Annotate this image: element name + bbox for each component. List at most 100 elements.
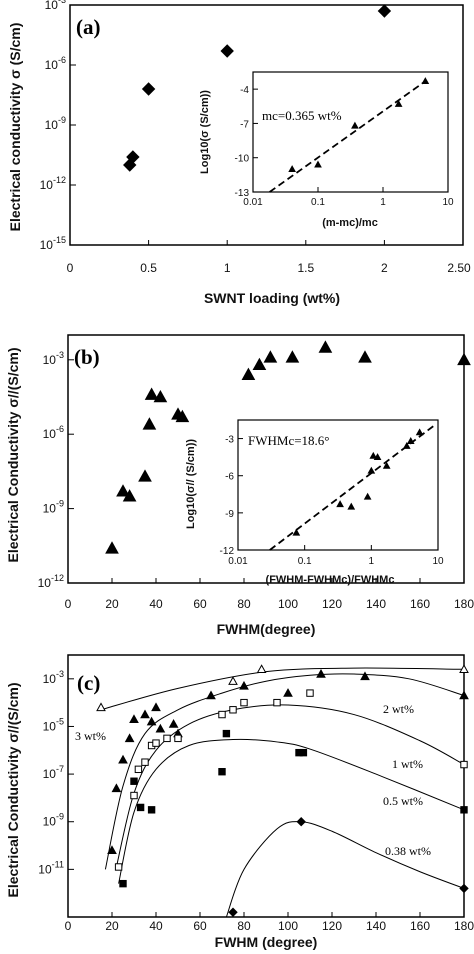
bi-data-point (402, 441, 411, 449)
panel-b-label: (b) (74, 345, 100, 369)
c-data-point (206, 690, 216, 700)
b-data-point (144, 387, 159, 400)
panel-b-inset-frame (237, 419, 439, 551)
c-data-point (163, 734, 171, 743)
bi-ytick-label: -12 (220, 546, 235, 557)
panel-c-frame (67, 654, 465, 918)
bi-data-point (406, 437, 415, 444)
a-xtick-label: 1 (224, 261, 231, 275)
c-fit-curve (225, 821, 465, 918)
b-xtick-label: 60 (193, 597, 207, 611)
a-xtick-label: 1.5 (297, 261, 314, 275)
c-ytick-label: 10-5 (43, 716, 64, 733)
bi-xtick-label: 10 (432, 556, 444, 567)
c-data-point (256, 664, 267, 673)
c-data-point (107, 845, 117, 855)
b-data-point (358, 350, 372, 363)
c-data-point (296, 817, 306, 827)
bi-data-point (292, 528, 301, 536)
a-ytick-label: 10-15 (40, 235, 66, 252)
panel-a-inset-fit-line (269, 80, 426, 193)
b-data-point (138, 469, 152, 482)
c-data-point (111, 783, 122, 793)
c-fit-curve (118, 738, 465, 884)
panel-a-inset: mc=0.365 wt% 0.01 0.1 1 10 -4 -7 -10 -13 (m-mc)… (199, 71, 454, 229)
bi-data-point (382, 461, 391, 469)
b-xtick-label: 80 (237, 597, 251, 611)
b-xtick-label: 100 (278, 597, 298, 611)
c-data-point (141, 758, 149, 766)
c-data-point (168, 719, 179, 728)
b-data-point (153, 389, 168, 403)
panel-b-inset: FWHMc=18.6° 0.01 0.1 1 10 -3 -6 -9 -12 (FWHM-FW… (185, 419, 444, 586)
a-ytick-label: 10-6 (45, 55, 66, 72)
c-data-point (151, 702, 161, 712)
ai-ytick-label: -10 (235, 154, 250, 165)
c-data-point (147, 806, 156, 814)
b-xtick-label: 40 (149, 597, 163, 611)
panel-c: (c) 10-11 10-9 10-7 10-5 10-3 0 20 40 60 80 100 12… (5, 654, 474, 950)
c-xtick-label: 140 (366, 919, 386, 933)
c-data-point (228, 907, 238, 917)
ai-data-point (394, 99, 403, 107)
c-ytick-label: 10-7 (43, 764, 64, 781)
ai-data-point (421, 77, 430, 85)
c-data-point (229, 706, 237, 714)
series-label-2wt: 2 wt% (383, 702, 414, 716)
c-data-point (273, 698, 281, 707)
c-fit-curve (115, 704, 465, 868)
bi-data-point (363, 492, 372, 500)
b-ytick-label: 10-12 (38, 573, 64, 590)
panel-c-ylabel: Electrical Conductivity σ//(S/cm) (5, 683, 21, 898)
a-data-point (377, 4, 392, 18)
c-ytick-label: 10-11 (38, 859, 64, 876)
panel-c-xlabel: FWHM (degree) (215, 934, 318, 950)
a-ytick-label: 10-12 (40, 175, 66, 192)
c-data-point (124, 733, 135, 743)
series-label-038wt: 0.38 wt% (385, 844, 431, 858)
a-xtick-label: 2 (381, 261, 388, 275)
panel-a-inset-xlabel: (m-mc)/mc (322, 217, 378, 229)
ai-ytick-label: -13 (235, 188, 250, 199)
a-ytick-label: 10-9 (45, 115, 66, 132)
ai-data-point (288, 165, 296, 173)
ai-data-point (351, 121, 359, 129)
c-data-point (129, 714, 139, 724)
c-data-point (118, 754, 128, 764)
ai-data-point (314, 160, 322, 168)
panel-a-inset-annotation: mc=0.365 wt% (262, 108, 342, 123)
c-data-point (152, 739, 160, 747)
bi-data-point (347, 502, 356, 510)
bi-ytick-label: -9 (225, 509, 234, 520)
panel-a-inset-frame (252, 71, 449, 193)
c-data-point (146, 716, 157, 726)
bi-data-point (415, 428, 424, 436)
ai-xtick-label: 10 (442, 197, 454, 208)
c-data-point (155, 723, 166, 733)
c-xtick-label: 20 (105, 919, 119, 933)
c-xtick-label: 160 (410, 919, 430, 933)
c-data-point (316, 669, 326, 678)
c-data-point (459, 664, 469, 673)
panel-a-label: (a) (76, 15, 101, 39)
panel-b-inset-ylabel: Log10(σ// (S/cm)) (185, 439, 197, 529)
b-data-point (285, 350, 300, 363)
b-xtick-label: 140 (366, 597, 386, 611)
c-data-point (360, 671, 370, 681)
bi-ytick-label: -6 (225, 472, 234, 483)
panel-b-xlabel: FWHM(degree) (217, 621, 316, 637)
b-ytick-label: 10-9 (43, 499, 64, 516)
c-xtick-label: 100 (278, 919, 298, 933)
c-data-point (130, 777, 138, 785)
bi-data-point (373, 453, 382, 461)
b-data-point (457, 352, 471, 366)
c-data-point (96, 702, 106, 712)
ai-xtick-label: 0.1 (311, 197, 325, 208)
panel-b-frame (67, 334, 465, 584)
bi-xtick-label: 0.01 (228, 556, 248, 567)
a-data-point (126, 150, 140, 164)
b-data-point (175, 409, 190, 423)
c-ytick-label: 10-3 (43, 669, 64, 686)
